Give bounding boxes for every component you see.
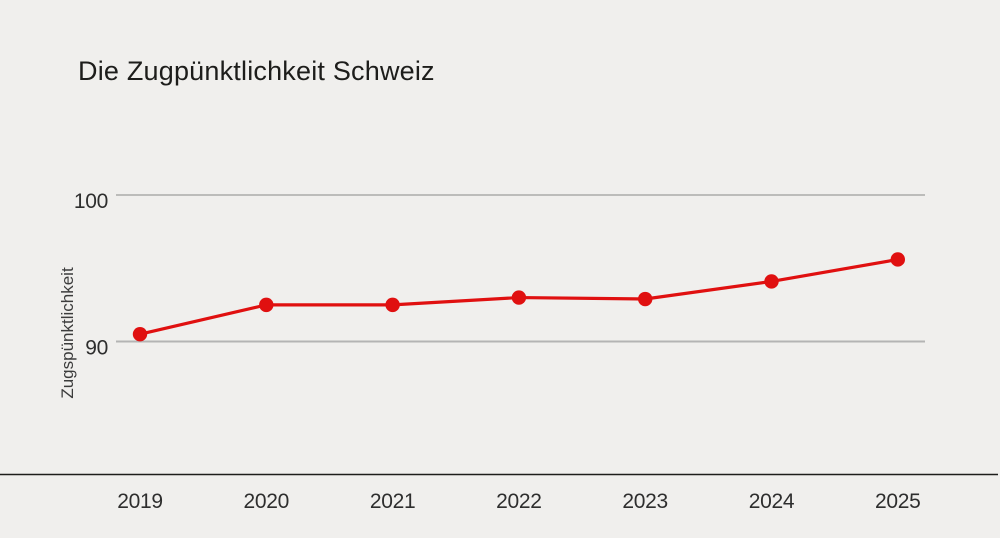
data-point-2022 <box>511 290 527 305</box>
y-tick-label-100: 100 <box>74 190 108 213</box>
x-tick-label-2022: 2022 <box>496 490 542 513</box>
data-point-2025 <box>890 252 905 267</box>
x-tick-label-2023: 2023 <box>622 490 668 513</box>
x-tick-label-2025: 2025 <box>875 490 921 513</box>
data-point-2020 <box>259 297 274 313</box>
data-point-2019 <box>132 326 148 342</box>
data-point-2021 <box>385 297 400 313</box>
y-tick-label-90: 90 <box>85 337 108 360</box>
x-tick-label-2021: 2021 <box>370 490 416 513</box>
x-tick-label-2024: 2024 <box>749 490 795 513</box>
x-tick-label-2019: 2019 <box>117 490 163 513</box>
data-point-2024 <box>764 274 779 289</box>
data-point-2023 <box>638 291 653 307</box>
chart-title: Die Zugpünktlichkeit Schweiz <box>78 56 435 86</box>
x-tick-label-2020: 2020 <box>244 490 290 513</box>
